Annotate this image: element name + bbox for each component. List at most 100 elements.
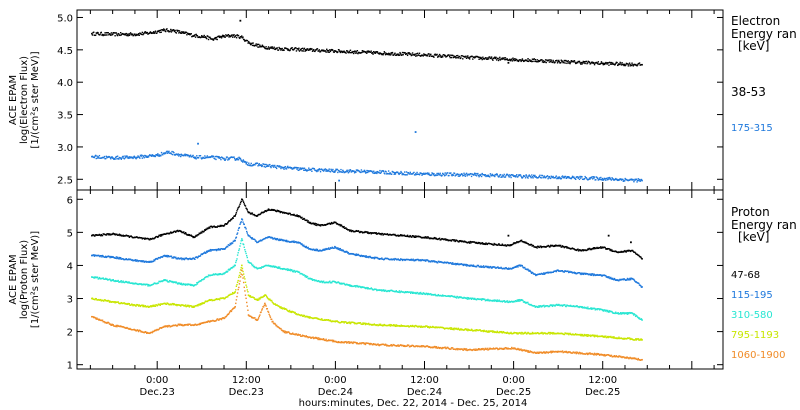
data-dot-310-580: [218, 273, 221, 276]
data-dot-115-195: [186, 258, 189, 260]
data-dot-175-315: [326, 169, 328, 171]
data-dot-175-315: [259, 164, 262, 166]
data-dot-795-1193: [91, 297, 94, 299]
data-dot-38-53: [602, 63, 605, 66]
data-dot-310-580: [186, 284, 189, 286]
data-dot-310-580: [503, 300, 505, 302]
data-dot-795-1193: [111, 300, 113, 303]
data-dot-175-315: [400, 172, 403, 174]
data-dot-38-53: [583, 60, 586, 63]
outlier-point-175-315: [414, 131, 417, 133]
data-dot-175-315: [366, 169, 368, 172]
data-dot-38-53: [455, 55, 458, 57]
data-dot-310-580: [102, 277, 104, 279]
data-dot-38-53: [605, 62, 608, 64]
data-dot-310-580: [561, 305, 564, 307]
data-dot-795-1193: [373, 323, 376, 325]
data-dot-38-53: [638, 62, 641, 64]
data-dot-175-315: [436, 174, 439, 176]
data-dot-175-315: [188, 156, 191, 158]
data-dot-175-315: [176, 154, 179, 156]
data-dot-310-580: [296, 270, 299, 273]
data-dot-38-53: [618, 63, 620, 65]
data-dot-175-315: [591, 178, 594, 180]
data-dot-38-53: [337, 51, 339, 53]
data-dot-795-1193: [345, 321, 347, 323]
data-dot-38-53: [593, 63, 596, 66]
data-dot-310-580: [594, 309, 596, 311]
data-dot-310-580: [228, 269, 231, 271]
data-dot-310-580: [321, 280, 323, 283]
data-dot-310-580: [517, 299, 520, 301]
data-dot-115-195: [285, 240, 287, 243]
data-dot-115-195: [217, 248, 220, 250]
data-dot-47-68: [589, 247, 591, 250]
data-dot-795-1193: [285, 308, 288, 310]
data-dot-38-53: [106, 34, 108, 36]
data-dot-38-53: [370, 50, 372, 52]
data-dot-175-315: [367, 170, 369, 172]
data-dot-47-68: [207, 227, 210, 229]
data-dot-310-580: [411, 291, 413, 293]
data-dot-38-53: [235, 37, 238, 39]
data-dot-795-1193: [245, 284, 247, 286]
data-dot-175-315: [551, 176, 554, 179]
data-dot-38-53: [187, 32, 189, 35]
data-dot-175-315: [543, 175, 546, 177]
data-dot-115-195: [172, 257, 174, 259]
data-dot-795-1193: [168, 304, 171, 306]
data-dot-115-195: [519, 264, 521, 266]
data-dot-310-580: [495, 299, 497, 302]
data-dot-175-315: [612, 178, 615, 180]
data-dot-38-53: [280, 49, 282, 51]
data-dot-175-315: [558, 177, 560, 180]
data-dot-38-53: [583, 62, 585, 64]
data-dot-38-53: [319, 50, 322, 53]
data-dot-38-53: [573, 60, 576, 62]
data-dot-795-1193: [378, 323, 381, 326]
data-dot-38-53: [269, 47, 272, 49]
data-dot-310-580: [580, 305, 582, 308]
data-dot-795-1193: [246, 289, 249, 291]
data-dot-47-68: [319, 224, 321, 226]
data-dot-175-315: [465, 173, 467, 175]
data-dot-795-1193: [266, 296, 269, 299]
data-dot-175-315: [267, 165, 270, 167]
data-dot-38-53: [170, 31, 173, 33]
data-dot-47-68: [144, 238, 146, 240]
data-dot-175-315: [217, 155, 219, 158]
data-dot-175-315: [269, 165, 272, 168]
data-dot-47-68: [363, 231, 366, 234]
data-dot-38-53: [163, 29, 166, 31]
data-dot-47-68: [609, 249, 611, 252]
data-dot-38-53: [411, 52, 414, 54]
data-dot-310-580: [162, 280, 165, 282]
data-dot-310-580: [237, 252, 239, 254]
data-dot-38-53: [298, 47, 300, 49]
data-dot-47-68: [242, 201, 245, 204]
data-dot-175-315: [517, 175, 519, 178]
data-dot-38-53: [264, 47, 267, 50]
data-dot-38-53: [468, 58, 471, 60]
data-dot-310-580: [473, 298, 475, 301]
data-dot-310-580: [355, 286, 357, 288]
data-dot-38-53: [177, 29, 179, 32]
data-dot-38-53: [636, 64, 639, 66]
data-dot-47-68: [334, 221, 336, 224]
data-dot-175-315: [400, 170, 402, 173]
data-dot-38-53: [295, 47, 297, 49]
data-dot-175-315: [347, 172, 350, 174]
data-dot-47-68: [160, 233, 162, 236]
data-dot-175-315: [191, 156, 193, 158]
data-dot-47-68: [201, 232, 203, 234]
data-dot-175-315: [332, 171, 335, 173]
data-dot-175-315: [189, 154, 192, 156]
data-dot-47-68: [610, 248, 612, 251]
data-dot-38-53: [640, 64, 643, 66]
data-dot-38-53: [391, 51, 394, 54]
data-dot-38-53: [261, 44, 264, 46]
data-point-175-315: [601, 177, 604, 180]
data-dot-38-53: [596, 63, 599, 65]
data-dot-310-580: [620, 313, 622, 315]
data-dot-115-195: [206, 251, 209, 253]
